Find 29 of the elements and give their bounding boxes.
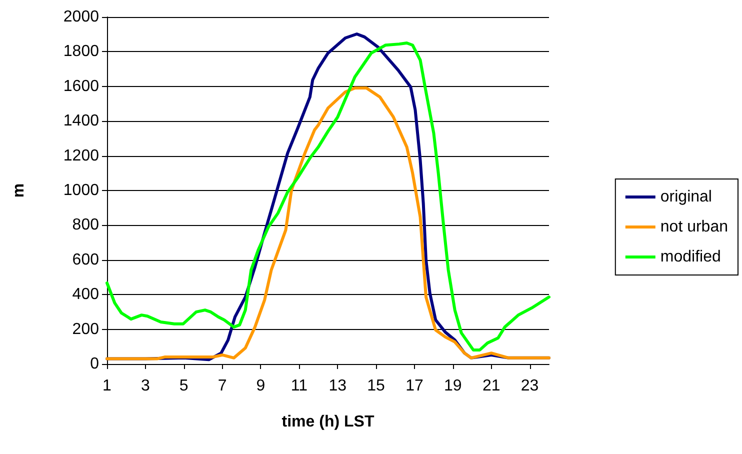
x-tick-label: 11 [290, 378, 308, 394]
x-tick-label: 9 [256, 378, 266, 394]
y-tick-label: 1400 [63, 112, 100, 130]
y-tick-label: 2000 [63, 8, 100, 26]
x-tick-label: 21 [482, 378, 500, 394]
y-tick-label: 1800 [63, 43, 100, 60]
x-tick-label: 13 [328, 378, 347, 394]
legend-label: original [660, 188, 712, 206]
x-axis-title: time (h) LST [282, 414, 374, 430]
y-tick-label: 600 [72, 251, 100, 268]
x-tick-label: 3 [140, 378, 150, 394]
y-tick-label: 0 [90, 356, 100, 372]
y-tick-label: 400 [72, 286, 100, 304]
x-tick-label: 1 [102, 378, 112, 394]
line-series [106, 86, 550, 360]
y-tick-label: 200 [72, 320, 100, 338]
y-tick-label: 800 [72, 216, 100, 234]
x-tick-label: 17 [406, 378, 424, 394]
y-tick-label: 1000 [63, 182, 100, 199]
y-tick-label: 1600 [63, 78, 100, 95]
legend-label: modified [660, 248, 721, 266]
x-tick-label: 5 [179, 378, 188, 394]
x-tick-label: 23 [520, 378, 539, 394]
x-tick-label: 7 [218, 378, 227, 394]
x-tick-label: 19 [444, 378, 462, 394]
y-axis-title: m [10, 183, 28, 198]
x-tick-label: 15 [367, 378, 386, 394]
legend-label: not urban [660, 218, 728, 236]
y-tick-label: 1200 [63, 147, 100, 164]
